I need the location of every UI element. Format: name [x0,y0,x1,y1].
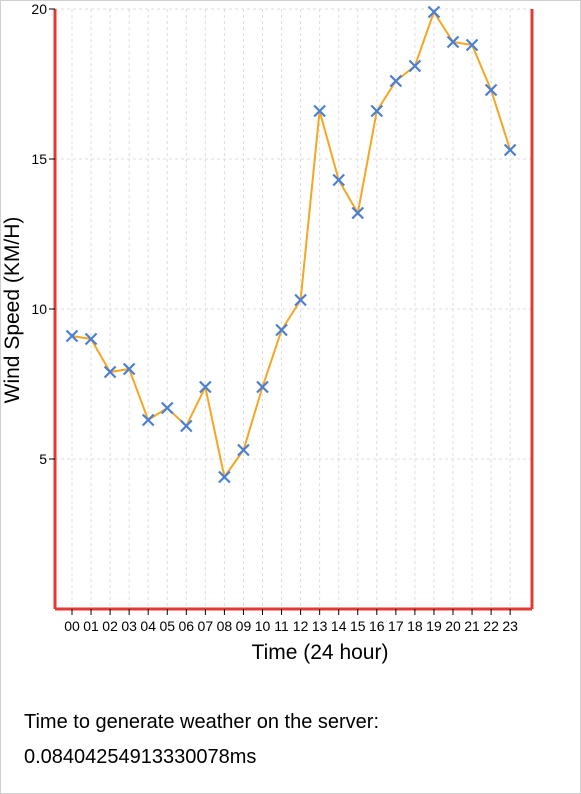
x-tick-label: 17 [388,618,404,634]
data-point-marker [446,35,460,49]
x-tick-label: 13 [312,618,328,634]
x-tick-label: 15 [350,618,366,634]
data-point-marker [218,470,231,484]
data-point-marker [351,206,365,220]
x-tick-label: 16 [369,618,385,634]
x-tick-label: 01 [83,618,99,634]
y-tick-label: 15 [31,151,47,167]
x-tick-label: 11 [274,618,289,634]
grid-lines [55,8,532,609]
data-point-marker [465,38,479,52]
x-tick-label: 04 [140,618,156,634]
x-tick-label: 00 [64,618,80,634]
data-point-marker [180,419,193,433]
footer-label: Time to generate weather on the server: [24,711,379,733]
data-markers [65,5,517,484]
data-point-marker [408,59,422,73]
x-tick-label: 10 [255,618,271,634]
data-point-marker [141,413,155,427]
data-point-marker [237,443,250,457]
x-tick-label: 21 [464,618,480,634]
y-ticks: 5 10 15 20 [31,1,55,467]
x-tick-label: 20 [445,618,461,634]
x-tick-label: 12 [293,618,309,634]
data-point-marker [199,380,212,394]
x-tick-label: 06 [179,618,195,634]
data-point-marker [484,83,498,97]
x-tick-label: 05 [159,618,175,634]
x-tick-label: 08 [217,618,233,634]
x-tick-label: 03 [121,618,137,634]
data-point-marker [313,104,326,118]
data-point-marker [427,5,441,19]
data-point-marker [503,143,517,157]
x-axis-label: Time (24 hour) [252,641,389,664]
x-tick-label: 18 [407,618,423,634]
y-tick-label: 5 [39,451,47,467]
data-point-marker [294,293,307,307]
data-point-marker [84,332,98,346]
data-point-marker [122,362,136,376]
axes [53,9,534,611]
x-tick-label: 07 [198,618,214,634]
y-tick-label: 20 [31,1,47,17]
y-axis-label: Wind Speed (KM/H) [1,217,24,404]
data-point-marker [103,365,117,379]
x-tick-label: 23 [502,618,518,634]
footer-value: 0.08404254913330078ms [24,746,257,768]
data-point-marker [370,104,384,118]
data-point-marker [389,74,403,88]
x-tick-label: 22 [483,618,499,634]
x-tick-label: 09 [236,618,252,634]
data-point-marker [65,329,79,343]
data-point-marker [275,323,288,337]
wind-speed-line [71,9,512,480]
x-ticks: 00 01 02 03 04 05 06 07 08 09 10 11 12 13 14 15 16 17 18 19… [64,609,518,634]
data-point-marker [160,401,174,415]
data-point-marker [332,173,345,187]
x-tick-label: 02 [102,618,118,634]
y-tick-label: 10 [31,301,47,317]
x-tick-label: 14 [331,618,347,634]
data-point-marker [256,380,269,394]
x-tick-label: 19 [426,618,442,634]
